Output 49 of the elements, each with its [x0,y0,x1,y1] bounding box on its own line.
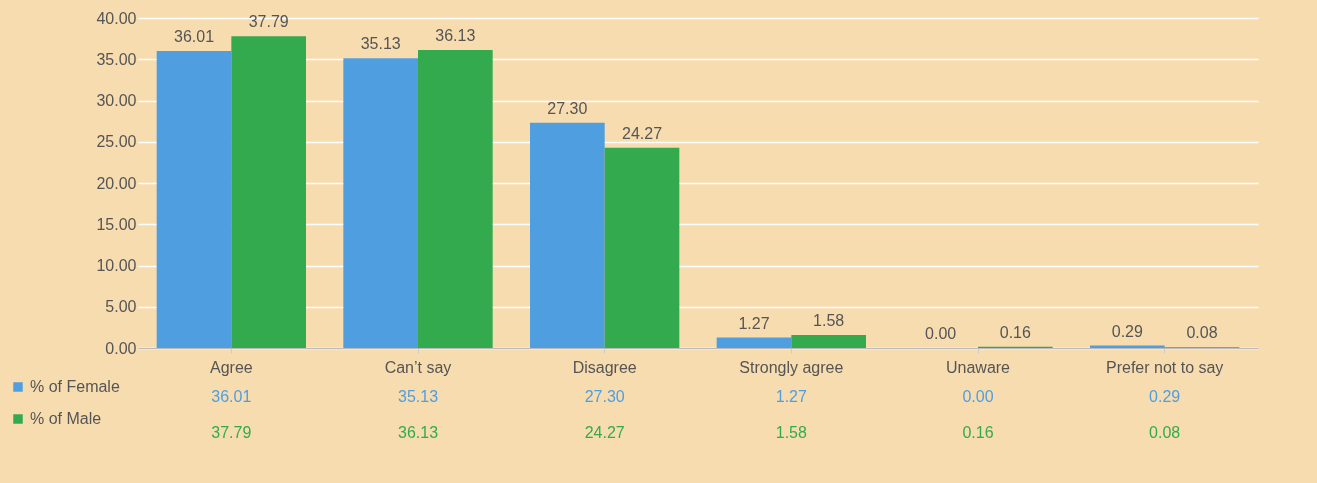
y-tick-label: 40.00 [96,9,137,27]
data-label: 35.13 [397,388,439,405]
bar [231,36,306,348]
bar [604,147,680,348]
bar [418,49,493,348]
bar [343,58,418,348]
data-label: 1.58 [775,424,808,441]
x-tick-label: Prefer not to say [1105,358,1224,376]
y-tick-label: 20.00 [96,174,137,192]
text: 24.27 [621,124,663,142]
text: 0.16 [999,323,1031,341]
legend-label: % of Female [30,378,120,395]
data-label: 36.13 [397,424,439,441]
y-tick-label: 25.00 [96,133,137,151]
data-label: 0.08 [1149,424,1181,441]
data-label: 27.30 [584,388,625,405]
y-tick-label: 10.00 [96,257,137,274]
text: 0.08 [1186,324,1218,342]
data-label: 37.79 [211,424,252,441]
bar [716,337,792,348]
text: 1.58 [813,311,845,329]
x-tick-label: Strongly agree [739,358,844,376]
text: 35.13 [360,35,401,53]
data-label: 0.29 [1149,388,1181,405]
bar [530,122,605,348]
text: 36.13 [435,26,476,44]
y-tick-label: 35.00 [96,50,137,68]
text: 37.79 [248,13,289,31]
data-label: 36.01 [211,388,252,405]
text: 0.29 [1111,322,1143,340]
x-tick-label: Disagree [572,358,637,376]
y-tick-label: 0.00 [105,339,137,357]
x-tick-label: Can’t say [384,358,452,376]
bar [156,50,232,348]
legend-label: % of Male [30,410,102,427]
text: 0.00 [925,325,957,342]
data-label: 1.27 [775,388,808,405]
data-label: 24.27 [584,424,625,441]
text: 36.01 [173,27,215,45]
data-label: 0.16 [962,424,994,441]
y-tick-label: 5.00 [105,298,137,316]
bar [791,334,866,348]
x-tick-label: Unaware [945,358,1011,376]
x-tick-label: Agree [209,358,253,376]
y-tick-label: 30.00 [96,92,137,109]
text: 1.27 [738,314,770,332]
text: 27.30 [547,99,588,117]
data-label: 0.00 [962,388,994,405]
y-tick-label: 15.00 [96,215,137,233]
